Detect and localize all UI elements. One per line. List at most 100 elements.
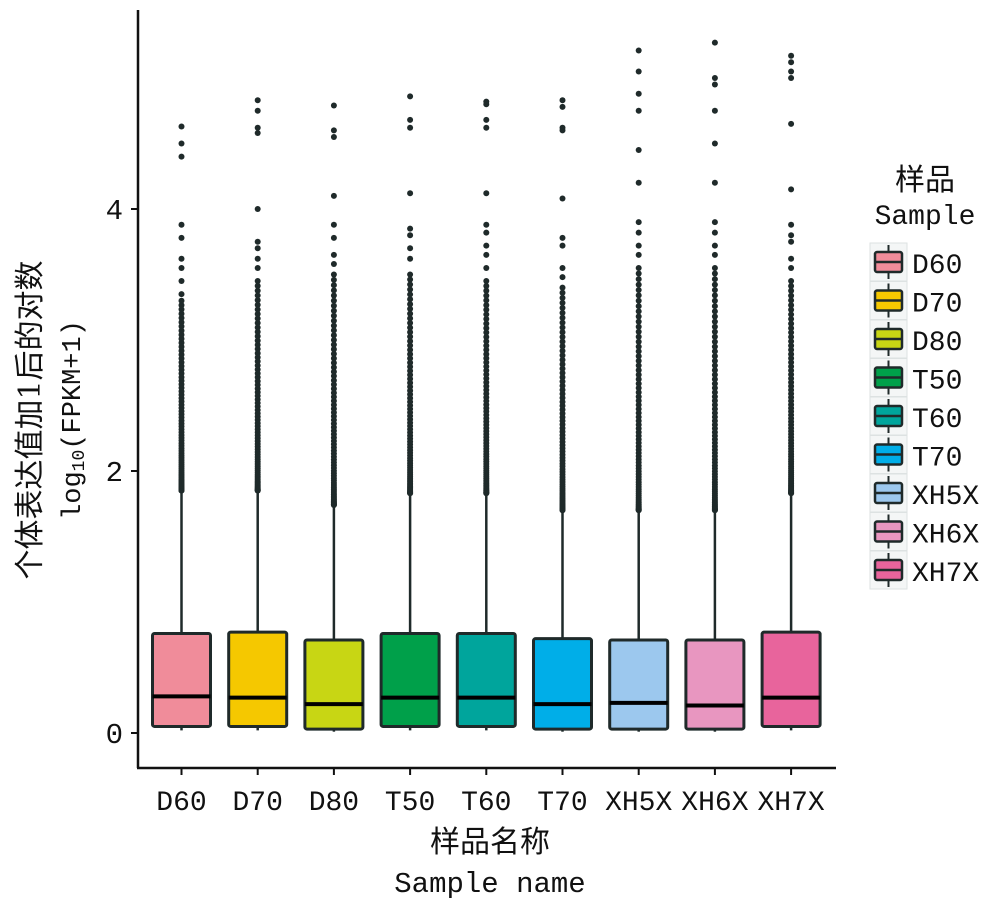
outlier-point	[635, 281, 642, 288]
outlier-point	[330, 192, 337, 199]
outlier-point	[788, 287, 795, 294]
legend-label: XH5X	[912, 482, 979, 513]
legend-item-d60: D60	[869, 242, 962, 282]
outlier-point	[559, 369, 566, 376]
outlier-point	[483, 278, 490, 285]
outlier-point	[483, 229, 490, 236]
x-ticks: D60 D70 D80 T50 T60 T70 XH5X XH6X XH7X	[156, 768, 825, 819]
outlier-point	[788, 221, 795, 228]
outlier-point	[788, 351, 795, 358]
outlier-point	[559, 234, 566, 241]
outlier-point	[407, 355, 414, 362]
outlier-point	[483, 359, 490, 366]
outlier-point	[407, 245, 414, 252]
y-tick-label: 4	[106, 195, 123, 228]
outlier-point	[330, 373, 337, 380]
outlier-point	[635, 380, 642, 387]
outlier-point	[483, 251, 490, 258]
outlier-point	[711, 397, 718, 404]
outlier-point	[407, 324, 414, 331]
outlier-point	[330, 341, 337, 348]
outlier-point	[559, 347, 566, 354]
box-xh5x	[608, 47, 670, 732]
legend-label: T60	[912, 405, 962, 436]
outlier-point	[711, 385, 718, 392]
outlier-point	[407, 342, 414, 349]
outlier-point	[635, 376, 642, 383]
outlier-point	[178, 140, 185, 147]
outlier-point	[330, 261, 337, 268]
y-tick-label: 2	[106, 457, 123, 490]
outlier-point	[407, 315, 414, 322]
outlier-point	[407, 286, 414, 293]
outlier-point	[788, 311, 795, 318]
outlier-point	[559, 264, 566, 271]
outlier-point	[178, 310, 185, 317]
outlier-point	[178, 234, 185, 241]
x-tick-label: D60	[156, 788, 206, 819]
outlier-point	[711, 393, 718, 400]
outlier-point	[330, 297, 337, 304]
x-tick-label: XH6X	[681, 788, 748, 819]
y-ticks: 0 2 4	[106, 195, 138, 752]
outlier-point	[254, 107, 261, 114]
outlier-point	[330, 287, 337, 294]
outlier-point	[788, 306, 795, 313]
outlier-point	[711, 292, 718, 299]
box-t50	[379, 93, 441, 731]
outlier-point	[254, 245, 261, 252]
outlier-point	[711, 219, 718, 226]
outlier-point	[788, 320, 795, 327]
outlier-point	[788, 346, 795, 353]
legend-item-xh7x: XH7X	[869, 550, 979, 590]
outlier-point	[559, 338, 566, 345]
outlier-point	[788, 75, 795, 81]
legend-item-xh6x: XH6X	[869, 512, 979, 552]
outlier-point	[178, 327, 185, 334]
outlier-point	[330, 364, 337, 371]
outlier-point	[559, 284, 566, 291]
outlier-point	[788, 68, 795, 75]
outlier-point	[711, 353, 718, 360]
outlier-point	[330, 251, 337, 258]
outlier-point	[635, 292, 642, 299]
outlier-point	[788, 325, 795, 332]
outlier-point	[407, 338, 414, 345]
outlier-point	[635, 323, 642, 330]
x-tick-label: XH5X	[605, 788, 672, 819]
outlier-point	[254, 278, 261, 285]
box-d60	[151, 123, 212, 731]
outlier-point	[635, 179, 642, 186]
outlier-point	[788, 232, 795, 239]
outlier-point	[254, 301, 261, 308]
outlier-point	[254, 124, 261, 131]
outlier-point	[254, 206, 261, 212]
x-tick-label: D70	[232, 788, 282, 819]
outlier-point	[178, 297, 185, 304]
outlier-point	[635, 47, 642, 54]
outlier-point	[330, 102, 337, 109]
outlier-point	[559, 274, 566, 281]
outlier-point	[178, 221, 185, 228]
outlier-point	[178, 323, 185, 330]
outlier-point	[407, 190, 414, 197]
x-tick-label: T60	[461, 788, 511, 819]
outlier-point	[711, 39, 718, 46]
outlier-point	[483, 316, 490, 323]
outlier-point	[407, 305, 414, 312]
outlier-point	[559, 382, 566, 389]
outlier-point	[788, 292, 795, 299]
outlier-point	[254, 130, 261, 137]
box-iqr	[684, 638, 746, 731]
outlier-point	[178, 315, 185, 322]
legend-label: XH6X	[912, 521, 979, 552]
outlier-point	[711, 276, 718, 283]
outlier-point	[407, 351, 414, 358]
outlier-point	[711, 107, 718, 114]
outlier-point	[254, 346, 261, 353]
outlier-point	[483, 351, 490, 358]
x-tick-label: T50	[385, 788, 435, 819]
outlier-point	[635, 397, 642, 404]
outlier-point	[254, 315, 261, 322]
outlier-point	[330, 355, 337, 362]
